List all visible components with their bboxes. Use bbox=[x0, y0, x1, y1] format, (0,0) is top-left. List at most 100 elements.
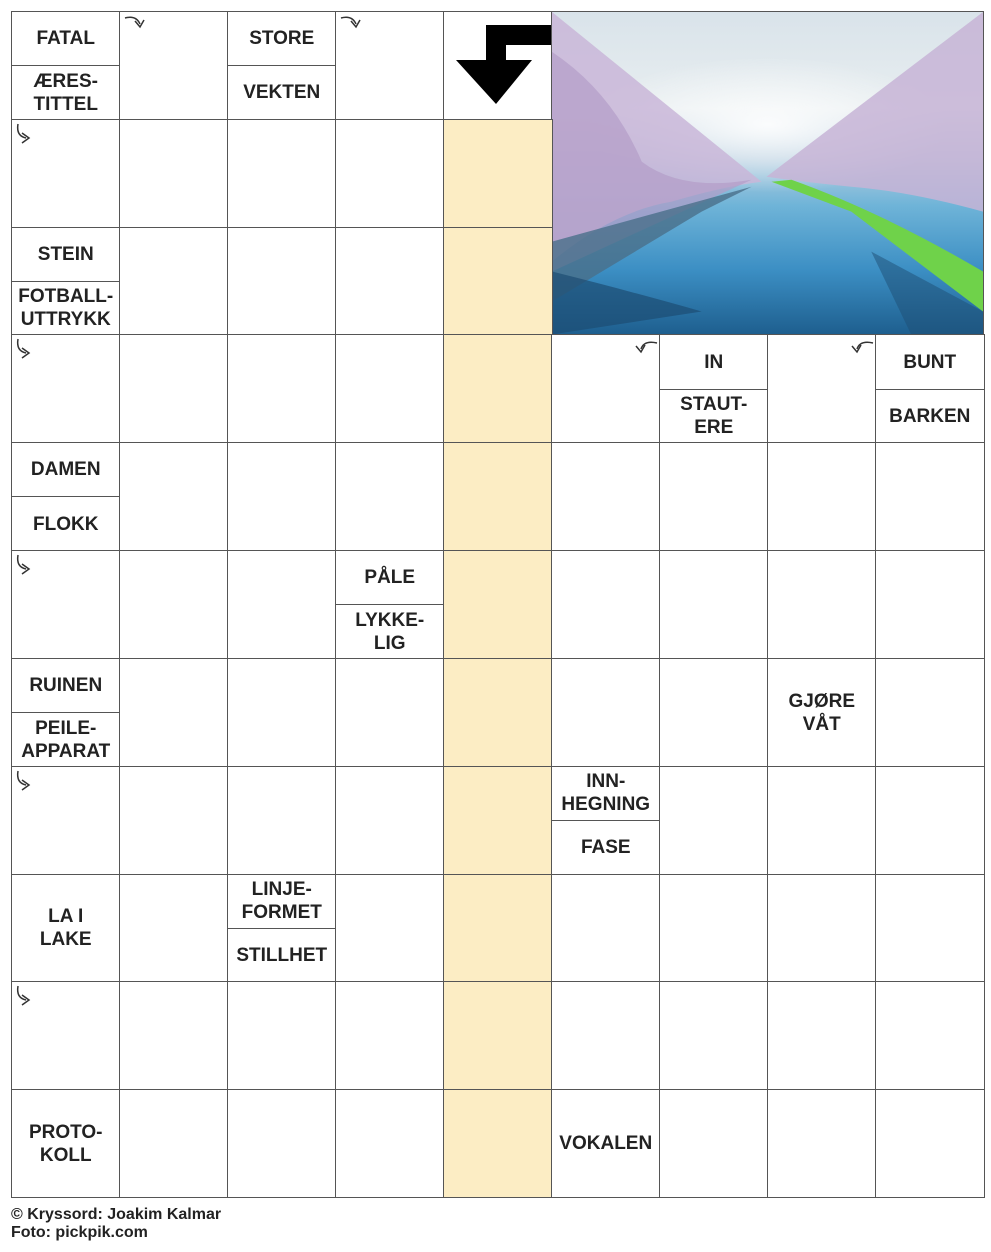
answer-cell[interactable] bbox=[551, 873, 661, 983]
answer-cell[interactable] bbox=[11, 550, 121, 660]
answer-cell[interactable] bbox=[551, 442, 661, 552]
clue-text: PEILE- APPARAT bbox=[12, 712, 120, 766]
answer-cell[interactable] bbox=[335, 1089, 445, 1199]
answer-cell[interactable] bbox=[227, 657, 337, 768]
answer-cell[interactable] bbox=[659, 657, 769, 768]
arrow-right-then-down-icon bbox=[122, 14, 150, 43]
solution-answer-cell[interactable] bbox=[443, 118, 553, 229]
answer-cell[interactable] bbox=[119, 226, 229, 336]
answer-cell[interactable] bbox=[551, 550, 661, 660]
answer-cell[interactable] bbox=[551, 981, 661, 1091]
crossword-grid: FATAL ÆRES- TITTEL STORE VEKTEN STEIN FOTBALL… bbox=[11, 11, 985, 1199]
solution-answer-cell[interactable] bbox=[443, 226, 553, 336]
clue-cell: STORE VEKTEN bbox=[227, 11, 337, 121]
clue-text: ÆRES- TITTEL bbox=[12, 65, 120, 119]
clue-cell: DAMEN FLOKK bbox=[11, 442, 121, 552]
answer-cell[interactable] bbox=[227, 550, 337, 660]
answer-cell[interactable] bbox=[119, 657, 229, 768]
solution-answer-cell[interactable] bbox=[443, 442, 553, 552]
answer-cell[interactable] bbox=[875, 657, 985, 768]
answer-cell[interactable] bbox=[551, 657, 661, 768]
answer-cell[interactable] bbox=[119, 442, 229, 552]
clue-text: FATAL bbox=[36, 28, 95, 50]
arrow-down-then-right-icon bbox=[14, 984, 42, 1013]
answer-cell[interactable] bbox=[227, 981, 337, 1091]
solution-answer-cell[interactable] bbox=[443, 334, 553, 444]
answer-cell[interactable] bbox=[227, 1089, 337, 1199]
arrow-down-then-right-icon bbox=[14, 553, 42, 582]
clue-cell: PÅLE LYKKE- LIG bbox=[335, 550, 445, 660]
answer-cell[interactable] bbox=[335, 765, 445, 876]
cherry-blossom-canal-photo bbox=[551, 11, 984, 336]
answer-cell[interactable] bbox=[227, 226, 337, 336]
answer-cell[interactable] bbox=[11, 118, 121, 229]
answer-cell[interactable] bbox=[119, 873, 229, 983]
answer-cell[interactable] bbox=[119, 550, 229, 660]
answer-cell[interactable] bbox=[335, 657, 445, 768]
clue-text: PROTO- KOLL bbox=[28, 1121, 103, 1166]
answer-cell[interactable] bbox=[767, 442, 877, 552]
clue-text: BARKEN bbox=[876, 388, 984, 443]
answer-cell[interactable] bbox=[227, 765, 337, 876]
answer-cell[interactable] bbox=[659, 442, 769, 552]
answer-cell[interactable] bbox=[227, 334, 337, 444]
answer-cell[interactable] bbox=[767, 981, 877, 1091]
answer-cell[interactable] bbox=[551, 334, 661, 444]
answer-cell[interactable] bbox=[227, 442, 337, 552]
answer-cell[interactable] bbox=[875, 442, 985, 552]
answer-cell[interactable] bbox=[767, 550, 877, 660]
clue-cell: PROTO- KOLL bbox=[11, 1089, 121, 1199]
answer-cell[interactable] bbox=[335, 334, 445, 444]
clue-cell: VOKALEN bbox=[551, 1089, 661, 1199]
clue-cell: INN- HEGNING FASE bbox=[551, 765, 661, 876]
credit-text: © Kryssord: Joakim Kalmar bbox=[11, 1206, 222, 1223]
answer-cell[interactable] bbox=[335, 442, 445, 552]
answer-cell[interactable] bbox=[335, 11, 445, 121]
answer-cell[interactable] bbox=[119, 765, 229, 876]
answer-cell[interactable] bbox=[659, 981, 769, 1091]
answer-cell[interactable] bbox=[659, 765, 769, 876]
answer-cell[interactable] bbox=[119, 981, 229, 1091]
solution-answer-cell[interactable] bbox=[443, 550, 553, 660]
answer-cell[interactable] bbox=[335, 226, 445, 336]
solution-answer-cell[interactable] bbox=[443, 765, 553, 876]
answer-cell[interactable] bbox=[11, 981, 121, 1091]
clue-text: STORE bbox=[249, 28, 315, 50]
answer-cell[interactable] bbox=[659, 1089, 769, 1199]
answer-cell[interactable] bbox=[767, 765, 877, 876]
answer-cell[interactable] bbox=[875, 1089, 985, 1199]
answer-cell[interactable] bbox=[659, 873, 769, 983]
answer-cell[interactable] bbox=[335, 873, 445, 983]
clue-cell: BUNT BARKEN bbox=[875, 334, 985, 444]
arrow-left-then-down-icon bbox=[848, 339, 876, 368]
solution-answer-cell[interactable] bbox=[443, 657, 553, 768]
answer-cell[interactable] bbox=[767, 873, 877, 983]
answer-cell[interactable] bbox=[335, 118, 445, 229]
answer-cell[interactable] bbox=[659, 550, 769, 660]
answer-cell[interactable] bbox=[227, 118, 337, 229]
clue-text: FASE bbox=[552, 819, 660, 874]
answer-cell[interactable] bbox=[767, 334, 877, 444]
big-down-arrow-icon bbox=[444, 12, 552, 124]
arrow-down-then-right-icon bbox=[14, 769, 42, 798]
answer-cell[interactable] bbox=[11, 765, 121, 876]
clue-text: PÅLE bbox=[364, 567, 416, 589]
answer-cell[interactable] bbox=[767, 1089, 877, 1199]
answer-cell[interactable] bbox=[119, 11, 229, 121]
solution-answer-cell[interactable] bbox=[443, 1089, 553, 1199]
answer-cell[interactable] bbox=[875, 765, 985, 876]
answer-cell[interactable] bbox=[875, 550, 985, 660]
clue-text: IN bbox=[704, 351, 724, 373]
solution-answer-cell[interactable] bbox=[443, 981, 553, 1091]
answer-cell[interactable] bbox=[119, 118, 229, 229]
answer-cell[interactable] bbox=[875, 873, 985, 983]
answer-cell[interactable] bbox=[11, 334, 121, 444]
answer-cell[interactable] bbox=[875, 981, 985, 1091]
clue-text: LYKKE- LIG bbox=[336, 604, 444, 658]
clue-text: DAMEN bbox=[30, 459, 101, 481]
answer-cell[interactable] bbox=[335, 981, 445, 1091]
clue-text: STILLHET bbox=[228, 927, 336, 982]
answer-cell[interactable] bbox=[119, 1089, 229, 1199]
answer-cell[interactable] bbox=[119, 334, 229, 444]
solution-answer-cell[interactable] bbox=[443, 873, 553, 983]
